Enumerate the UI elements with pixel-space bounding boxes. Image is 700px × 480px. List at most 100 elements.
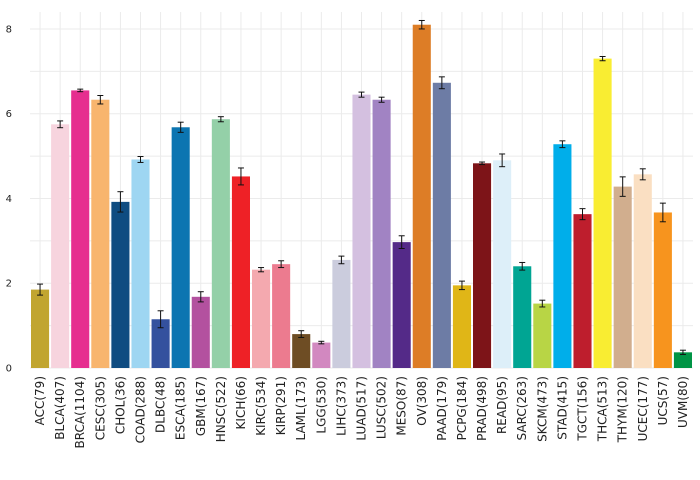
bar-hnsc [211,119,230,368]
bar-kirp [272,264,291,368]
y-tick-label: 6 [6,109,12,120]
bar-pcpg [452,285,471,368]
bar-esca [171,127,190,369]
bars [31,24,692,369]
x-tick-label: ACC(79) [33,376,47,425]
x-tick-label: THYM(120) [616,376,630,443]
error-bar [559,140,566,149]
y-tick-label: 4 [6,194,12,205]
bar-meso [392,242,411,368]
x-tick-label: COAD(288) [134,376,148,443]
error-bar [177,121,184,133]
y-axis-ticks: 0 2 4 6 8 [6,24,12,374]
x-tick-label: THCA(513) [596,376,610,442]
x-tick-label: CHOL(36) [113,376,127,434]
x-tick-label: LUAD(517) [355,376,369,441]
bar-lgg [312,342,331,368]
x-tick-label: HNSC(522) [214,376,228,442]
error-bar [77,88,84,93]
y-tick-label: 8 [6,24,12,35]
bar-stad [553,144,572,368]
bar-gbm [191,296,210,368]
bar-tgct [573,214,592,368]
bar-cesc [91,99,110,368]
bar-laml [292,334,311,368]
error-bar [258,267,265,273]
error-bar [579,208,586,221]
x-tick-label: SARC(263) [515,376,529,440]
x-tick-label: CESC(305) [93,376,107,440]
bar-brca [71,90,90,369]
error-bar [398,235,405,249]
x-tick-label: PRAD(498) [475,376,489,441]
x-tick-label: UCS(57) [656,376,670,425]
error-bar [117,191,124,213]
error-bar [639,168,646,181]
error-bars [37,19,686,355]
x-tick-label: READ(95) [495,376,509,434]
bar-chol [111,201,130,368]
x-tick-label: BRCA(1104) [73,376,87,448]
x-tick-label: LAML(173) [294,376,308,440]
x-tick-label: LIHC(373) [334,376,348,436]
error-bar [298,330,305,338]
x-tick-label: PAAD(179) [435,376,449,441]
error-bar [57,120,64,129]
error-bar [318,340,325,345]
error-bar [217,116,224,123]
bar-uvm [673,352,692,368]
bar-ov [412,24,431,368]
error-bar [679,349,686,355]
error-bar [438,76,445,90]
bar-coad [131,159,150,368]
bar-prad [473,163,492,368]
x-tick-label: UVM(80) [676,376,690,428]
x-tick-label: STAD(415) [555,376,569,440]
error-bar [418,19,425,30]
x-axis-ticks: ACC(79) BLCA(407) BRCA(1104) CESC(305) CHOL(… [33,376,690,448]
x-tick-label: GBM(167) [194,376,208,436]
error-bar [237,167,244,186]
error-bar [619,176,626,197]
bar-kirc [252,269,271,368]
bar-thym [613,186,632,368]
error-bar [137,156,144,163]
error-bar [378,96,385,103]
x-tick-label: LUSC(502) [375,376,389,439]
x-tick-label: DLBC(48) [154,376,168,433]
error-bar [157,310,164,329]
bar-dlbc [151,319,170,368]
error-bar [519,261,526,271]
bar-paad [432,82,451,369]
bar-lihc [332,259,351,368]
x-tick-label: PCPG(184) [455,376,469,440]
error-bar [278,260,285,269]
bar-sarc [513,266,532,368]
bar-luad [352,94,371,369]
x-tick-label: UCEC(177) [636,376,650,441]
bar-acc [31,289,50,368]
error-bar [659,202,666,223]
error-bar [37,283,44,296]
x-tick-label: KICH(66) [234,376,248,429]
error-bar [458,280,465,291]
x-tick-label: ESCA(185) [174,376,188,440]
x-tick-label: KIRP(291) [274,376,288,435]
bar-blca [51,124,70,368]
x-tick-label: MESO(87) [395,376,409,436]
bar-ucec [633,174,652,368]
x-tick-label: LGG(530) [314,376,328,434]
x-tick-label: OV(308) [415,376,429,426]
error-bar [599,56,606,62]
x-tick-label: TGCT(156) [576,376,590,442]
y-tick-label: 2 [6,279,12,290]
bar-read [493,160,512,368]
bar-thca [593,58,612,368]
bar-kich [231,176,250,368]
error-bar [197,291,204,303]
y-tick-label: 0 [6,364,12,375]
error-bar [338,255,345,265]
error-bar [358,91,365,98]
error-bar [97,94,104,105]
